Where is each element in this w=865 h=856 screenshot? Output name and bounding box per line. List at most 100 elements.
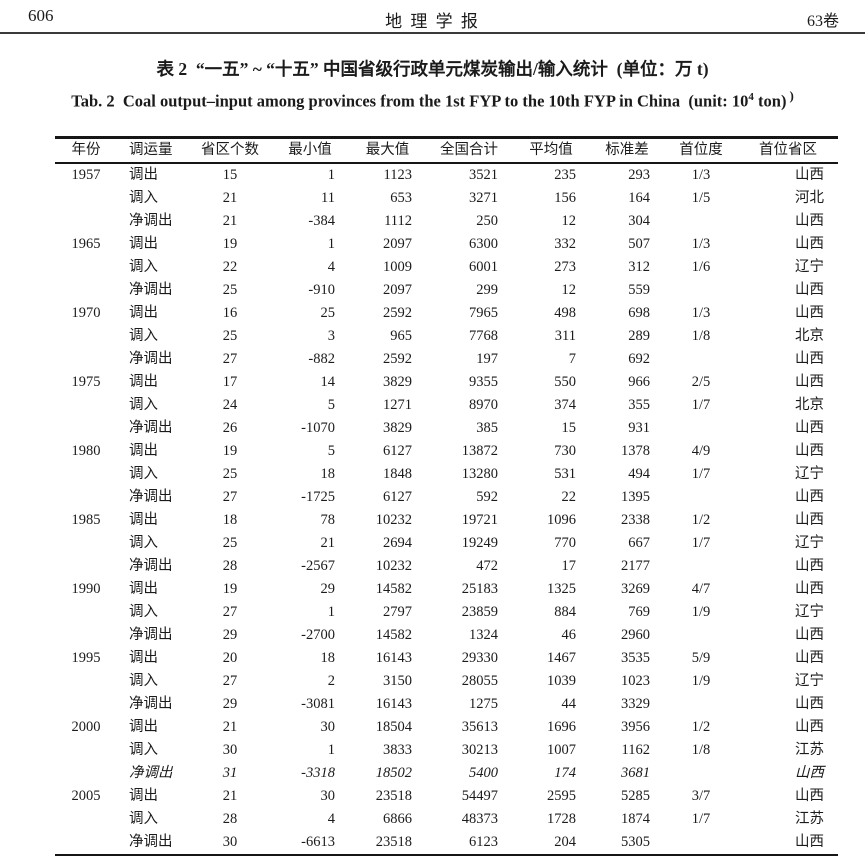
table-cell: 966	[628, 373, 650, 390]
table-cell	[664, 762, 738, 785]
table-cell: 2797	[383, 603, 412, 620]
table-cell: 净调出	[129, 281, 173, 298]
table-cell: 3829	[383, 373, 412, 390]
table-cell: 293	[628, 166, 650, 183]
table-cell: 1162	[621, 741, 650, 758]
table-cell	[664, 624, 738, 647]
table-cell	[55, 348, 117, 371]
table-cell: 1271	[383, 396, 412, 413]
table-cell: 1965	[71, 235, 101, 252]
table-row: 1965 调出 19 1 2097 6300 332 507 1/3 山西	[55, 233, 838, 256]
column-header: 年份	[71, 141, 101, 158]
table-cell: 1/9	[691, 603, 711, 620]
table-cell: 29	[222, 695, 238, 712]
table-cell: 1/5	[691, 189, 711, 206]
table-cell: 10232	[375, 557, 412, 574]
table-cell: 3956	[621, 718, 650, 735]
table-cell	[55, 394, 117, 417]
table-cell: 1023	[621, 672, 650, 689]
table-row: 调入 24 5 1271 8970 374 355 1/7 北京	[55, 394, 838, 417]
table-cell: 250	[476, 212, 498, 229]
table-cell: -2700	[301, 626, 335, 643]
table-cell: 507	[628, 235, 650, 252]
table-cell: 辽宁	[795, 258, 824, 275]
table-cell: 20	[222, 649, 238, 666]
table-cell: 调入	[129, 741, 158, 758]
table-cell: 调入	[129, 534, 158, 551]
table-cell: 30	[222, 833, 238, 850]
table-cell: 25	[222, 327, 238, 344]
table-row: 1980 调出 19 5 6127 13872 730 1378 4/9 山西	[55, 440, 838, 463]
table-row: 调入 28 4 6866 48373 1728 1874 1/7 江苏	[55, 808, 838, 831]
table-cell: 197	[476, 350, 498, 367]
table-cell: 14582	[375, 626, 412, 643]
table-cell: 23518	[375, 787, 412, 804]
table-cell: 730	[554, 442, 576, 459]
table-cell: 1848	[383, 465, 412, 482]
table-cell: 19721	[461, 511, 498, 528]
table-cell: 山西	[795, 626, 824, 643]
table-cell: 1/8	[691, 327, 711, 344]
table-cell: 6866	[383, 810, 412, 827]
table-cell: 1957	[71, 166, 101, 183]
table-cell: 净调出	[129, 419, 173, 436]
table-cell: 21	[222, 787, 238, 804]
table-cell	[664, 279, 738, 302]
table-cell	[55, 808, 117, 831]
table-cell: 2097	[383, 281, 412, 298]
table-cell: 调出	[129, 166, 158, 183]
table-cell: 调入	[129, 603, 158, 620]
table-cell: 14582	[375, 580, 412, 597]
table-cell: 3833	[383, 741, 412, 758]
table-cell: 21	[320, 534, 336, 551]
table-cell: 调入	[129, 327, 158, 344]
table-cell: 164	[628, 189, 650, 206]
volume-label: 63卷	[806, 13, 839, 30]
table-cell: -384	[308, 212, 335, 229]
table-cell: 16143	[375, 695, 412, 712]
column-header: 省区个数	[201, 141, 259, 158]
table-cell: 辽宁	[795, 672, 824, 689]
table-cell: 1395	[621, 488, 650, 505]
table-cell: 29	[320, 580, 336, 597]
table-cell: 1096	[547, 511, 576, 528]
table-cell: 净调出	[129, 764, 173, 781]
table-cell: 1/7	[691, 465, 711, 482]
table-cell: 山西	[795, 212, 824, 229]
page-header: 606 地 理 学 报 63卷	[0, 0, 865, 34]
table-cell: 辽宁	[795, 465, 824, 482]
table-row: 净调出 25 -910 2097 299 12 559 山西	[55, 279, 838, 302]
table-cell: 1/3	[691, 166, 711, 183]
table-cell: 1324	[469, 626, 498, 643]
table-cell: 16143	[375, 649, 412, 666]
table-cell: 16	[222, 304, 238, 321]
table-cell: 1980	[71, 442, 101, 459]
table-cell: 21	[222, 212, 238, 229]
journal-title: 地 理 学 报	[385, 12, 480, 31]
table-cell: 3	[327, 327, 335, 344]
column-header: 最大值	[365, 141, 410, 158]
table-cell: 1009	[383, 258, 412, 275]
table-cell: 1/7	[691, 534, 711, 551]
table-cell: 54497	[461, 787, 498, 804]
table-cell: 2338	[621, 511, 650, 528]
table-cell: 19	[222, 580, 238, 597]
table-cell: 净调出	[129, 212, 173, 229]
table-cell: -910	[308, 281, 335, 298]
table-cell: 18502	[375, 764, 412, 781]
table-cell: 1/3	[691, 235, 711, 252]
table-cell: 2005	[71, 787, 101, 804]
table-cell: 19	[222, 235, 238, 252]
table-cell: 1	[327, 166, 335, 183]
table-cell: 7	[568, 350, 576, 367]
table-cell: 550	[554, 373, 576, 390]
coal-statistics-table: 年份 调运量 省区个数 最小值 最大值 全国合计 平均值 标准差 首位度 首位省区 1957 调出 1…	[55, 135, 838, 856]
table-cell: 332	[554, 235, 576, 252]
table-cell: 山西	[795, 580, 824, 597]
table-cell: 调出	[129, 718, 158, 735]
table-cell: 304	[628, 212, 650, 229]
table-cell: 1728	[547, 810, 576, 827]
table-cell: 山西	[795, 695, 824, 712]
table-cell	[664, 693, 738, 716]
table-cell: 2000	[71, 718, 101, 735]
